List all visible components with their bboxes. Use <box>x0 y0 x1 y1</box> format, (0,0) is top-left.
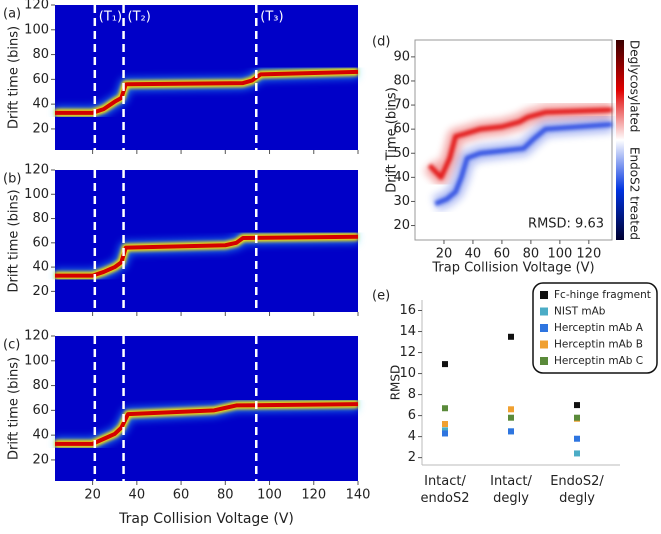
y-axis-label: RMSD <box>389 365 403 401</box>
point <box>442 405 448 412</box>
y-tick-label: 6 <box>408 408 416 423</box>
y-tick-label: 8 <box>408 387 416 402</box>
point <box>442 361 448 368</box>
y-axis-label: Drift time (bins) <box>7 357 22 460</box>
y-tick-label: 12 <box>399 345 416 360</box>
x-tick-label: 20 <box>436 247 453 262</box>
legend-swatch <box>540 324 548 332</box>
point <box>508 406 514 413</box>
difference-core <box>427 107 613 180</box>
y-tick-label: 4 <box>408 429 416 444</box>
x-tick-label: 60 <box>173 488 190 503</box>
colorbar-top-label: Deglycosylated <box>628 40 642 132</box>
y-tick-label: 60 <box>32 403 49 418</box>
point <box>508 428 514 435</box>
y-tick-label: 60 <box>32 72 49 87</box>
x-tick-label: 60 <box>494 247 511 262</box>
y-tick-label: 120 <box>24 163 49 178</box>
y-tick-label: 80 <box>393 73 410 88</box>
y-axis-label: Drift time (bins) <box>7 26 22 129</box>
point <box>442 430 448 437</box>
threshold-label: (T₂) <box>128 10 151 25</box>
point <box>574 435 580 442</box>
y-tick-label: 80 <box>32 378 49 393</box>
y-tick-label: 40 <box>32 97 49 112</box>
y-tick-label: 20 <box>32 121 49 136</box>
y-tick-label: 100 <box>24 187 49 202</box>
y-tick-label: 30 <box>393 194 410 209</box>
y-tick-label: 20 <box>393 218 410 233</box>
difference-core <box>434 121 613 207</box>
x-tick-label: Intact/degly <box>490 474 532 506</box>
legend-label: NIST mAb <box>554 306 606 318</box>
x-tick-label: 120 <box>301 488 326 503</box>
y-tick-label: 90 <box>393 49 410 64</box>
point <box>574 402 580 409</box>
colorbar <box>616 40 624 240</box>
panel-label: (c) <box>3 338 20 353</box>
x-tick-label: 20 <box>84 488 101 503</box>
y-tick-label: 20 <box>32 452 49 467</box>
colorbar-bottom-label: EndoS2 treated <box>628 147 642 240</box>
y-tick-label: 40 <box>32 428 49 443</box>
y-axis-label: Drift time (bins) <box>7 189 22 292</box>
x-tick-label: Intact/endoS2 <box>421 474 470 506</box>
y-tick-label: 120 <box>24 329 49 344</box>
y-tick-label: 40 <box>393 170 410 185</box>
y-tick-label: 10 <box>399 366 416 381</box>
panel-label: (a) <box>3 7 21 22</box>
x-tick-label: 140 <box>346 488 371 503</box>
y-tick-label: 60 <box>32 235 49 250</box>
legend-swatch <box>540 340 548 349</box>
y-tick-label: 80 <box>32 47 49 62</box>
y-tick-label: 100 <box>24 22 49 37</box>
x-tick-label: 40 <box>129 488 146 503</box>
point <box>508 414 514 421</box>
point <box>442 421 448 428</box>
legend-swatch <box>540 291 548 299</box>
legend-swatch <box>540 357 548 365</box>
y-tick-label: 50 <box>393 146 410 161</box>
y-tick-label: 20 <box>32 284 49 299</box>
y-tick-label: 2 <box>408 450 416 465</box>
panel-label: (e) <box>372 289 390 304</box>
x-tick-label: EndoS2/degly <box>550 474 604 506</box>
panel-label: (d) <box>372 35 390 50</box>
legend-swatch <box>540 307 548 316</box>
point <box>574 414 580 421</box>
point <box>508 333 514 340</box>
point <box>574 450 580 457</box>
legend-label: Fc-hinge fragment <box>554 289 651 301</box>
threshold-label: (T₁) <box>99 10 122 25</box>
legend-label: Herceptin mAb C <box>554 355 643 367</box>
x-axis-label: Trap Collision Voltage (V) <box>118 511 294 527</box>
x-tick-label: 80 <box>217 488 234 503</box>
x-axis-label: Trap Collision Voltage (V) <box>431 261 594 276</box>
point <box>442 427 448 434</box>
x-tick-label: 120 <box>576 247 601 262</box>
x-tick-label: 100 <box>547 247 572 262</box>
annotation: RMSD: 9.63 <box>528 217 604 232</box>
legend-box <box>532 282 658 374</box>
legend-label: Herceptin mAb B <box>554 339 643 351</box>
x-tick-label: 100 <box>257 488 282 503</box>
y-tick-label: 70 <box>393 98 410 113</box>
y-tick-label: 120 <box>24 0 49 13</box>
y-tick-label: 14 <box>399 324 416 339</box>
threshold-label: (T₃) <box>260 10 283 25</box>
y-tick-label: 16 <box>399 303 416 318</box>
y-tick-label: 60 <box>393 122 410 137</box>
panel-label: (b) <box>3 172 21 187</box>
x-tick-label: 40 <box>465 247 482 262</box>
y-tick-label: 100 <box>24 353 49 368</box>
y-tick-label: 40 <box>32 260 49 275</box>
x-tick-label: 80 <box>523 247 540 262</box>
legend-label: Herceptin mAb A <box>554 322 644 334</box>
y-tick-label: 80 <box>32 211 49 226</box>
y-axis-label: Drift Time (bins) <box>385 87 400 193</box>
plot-background <box>414 39 613 241</box>
